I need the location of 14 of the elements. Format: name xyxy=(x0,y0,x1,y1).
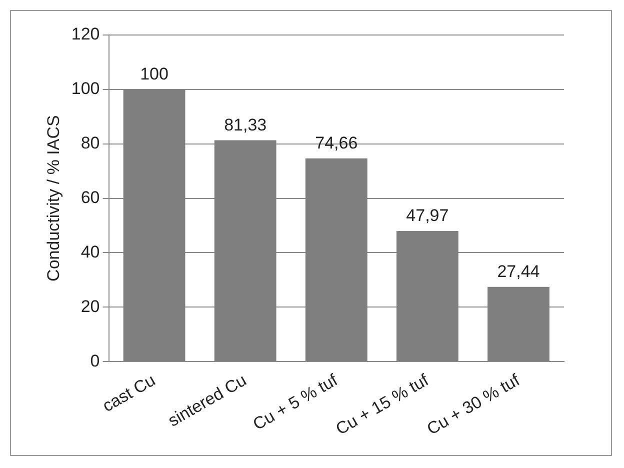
y-tick-label: 0 xyxy=(90,351,100,370)
data-label: 47,97 xyxy=(406,206,449,226)
y-tick-label: 120 xyxy=(71,24,100,44)
x-tick-label: cast Cu xyxy=(99,370,159,416)
data-label: 27,44 xyxy=(497,262,540,282)
data-label: 81,33 xyxy=(224,115,267,134)
data-label: 100 xyxy=(140,64,168,84)
y-tick-label: 40 xyxy=(80,242,100,262)
y-tick-label: 100 xyxy=(71,79,100,98)
y-axis-title: Conductivity / % IACS xyxy=(44,115,63,282)
y-tick-label: 60 xyxy=(80,188,100,207)
data-label: 74,66 xyxy=(315,134,358,153)
y-tick-label: 80 xyxy=(80,134,100,153)
y-tick-label: 20 xyxy=(80,296,100,316)
